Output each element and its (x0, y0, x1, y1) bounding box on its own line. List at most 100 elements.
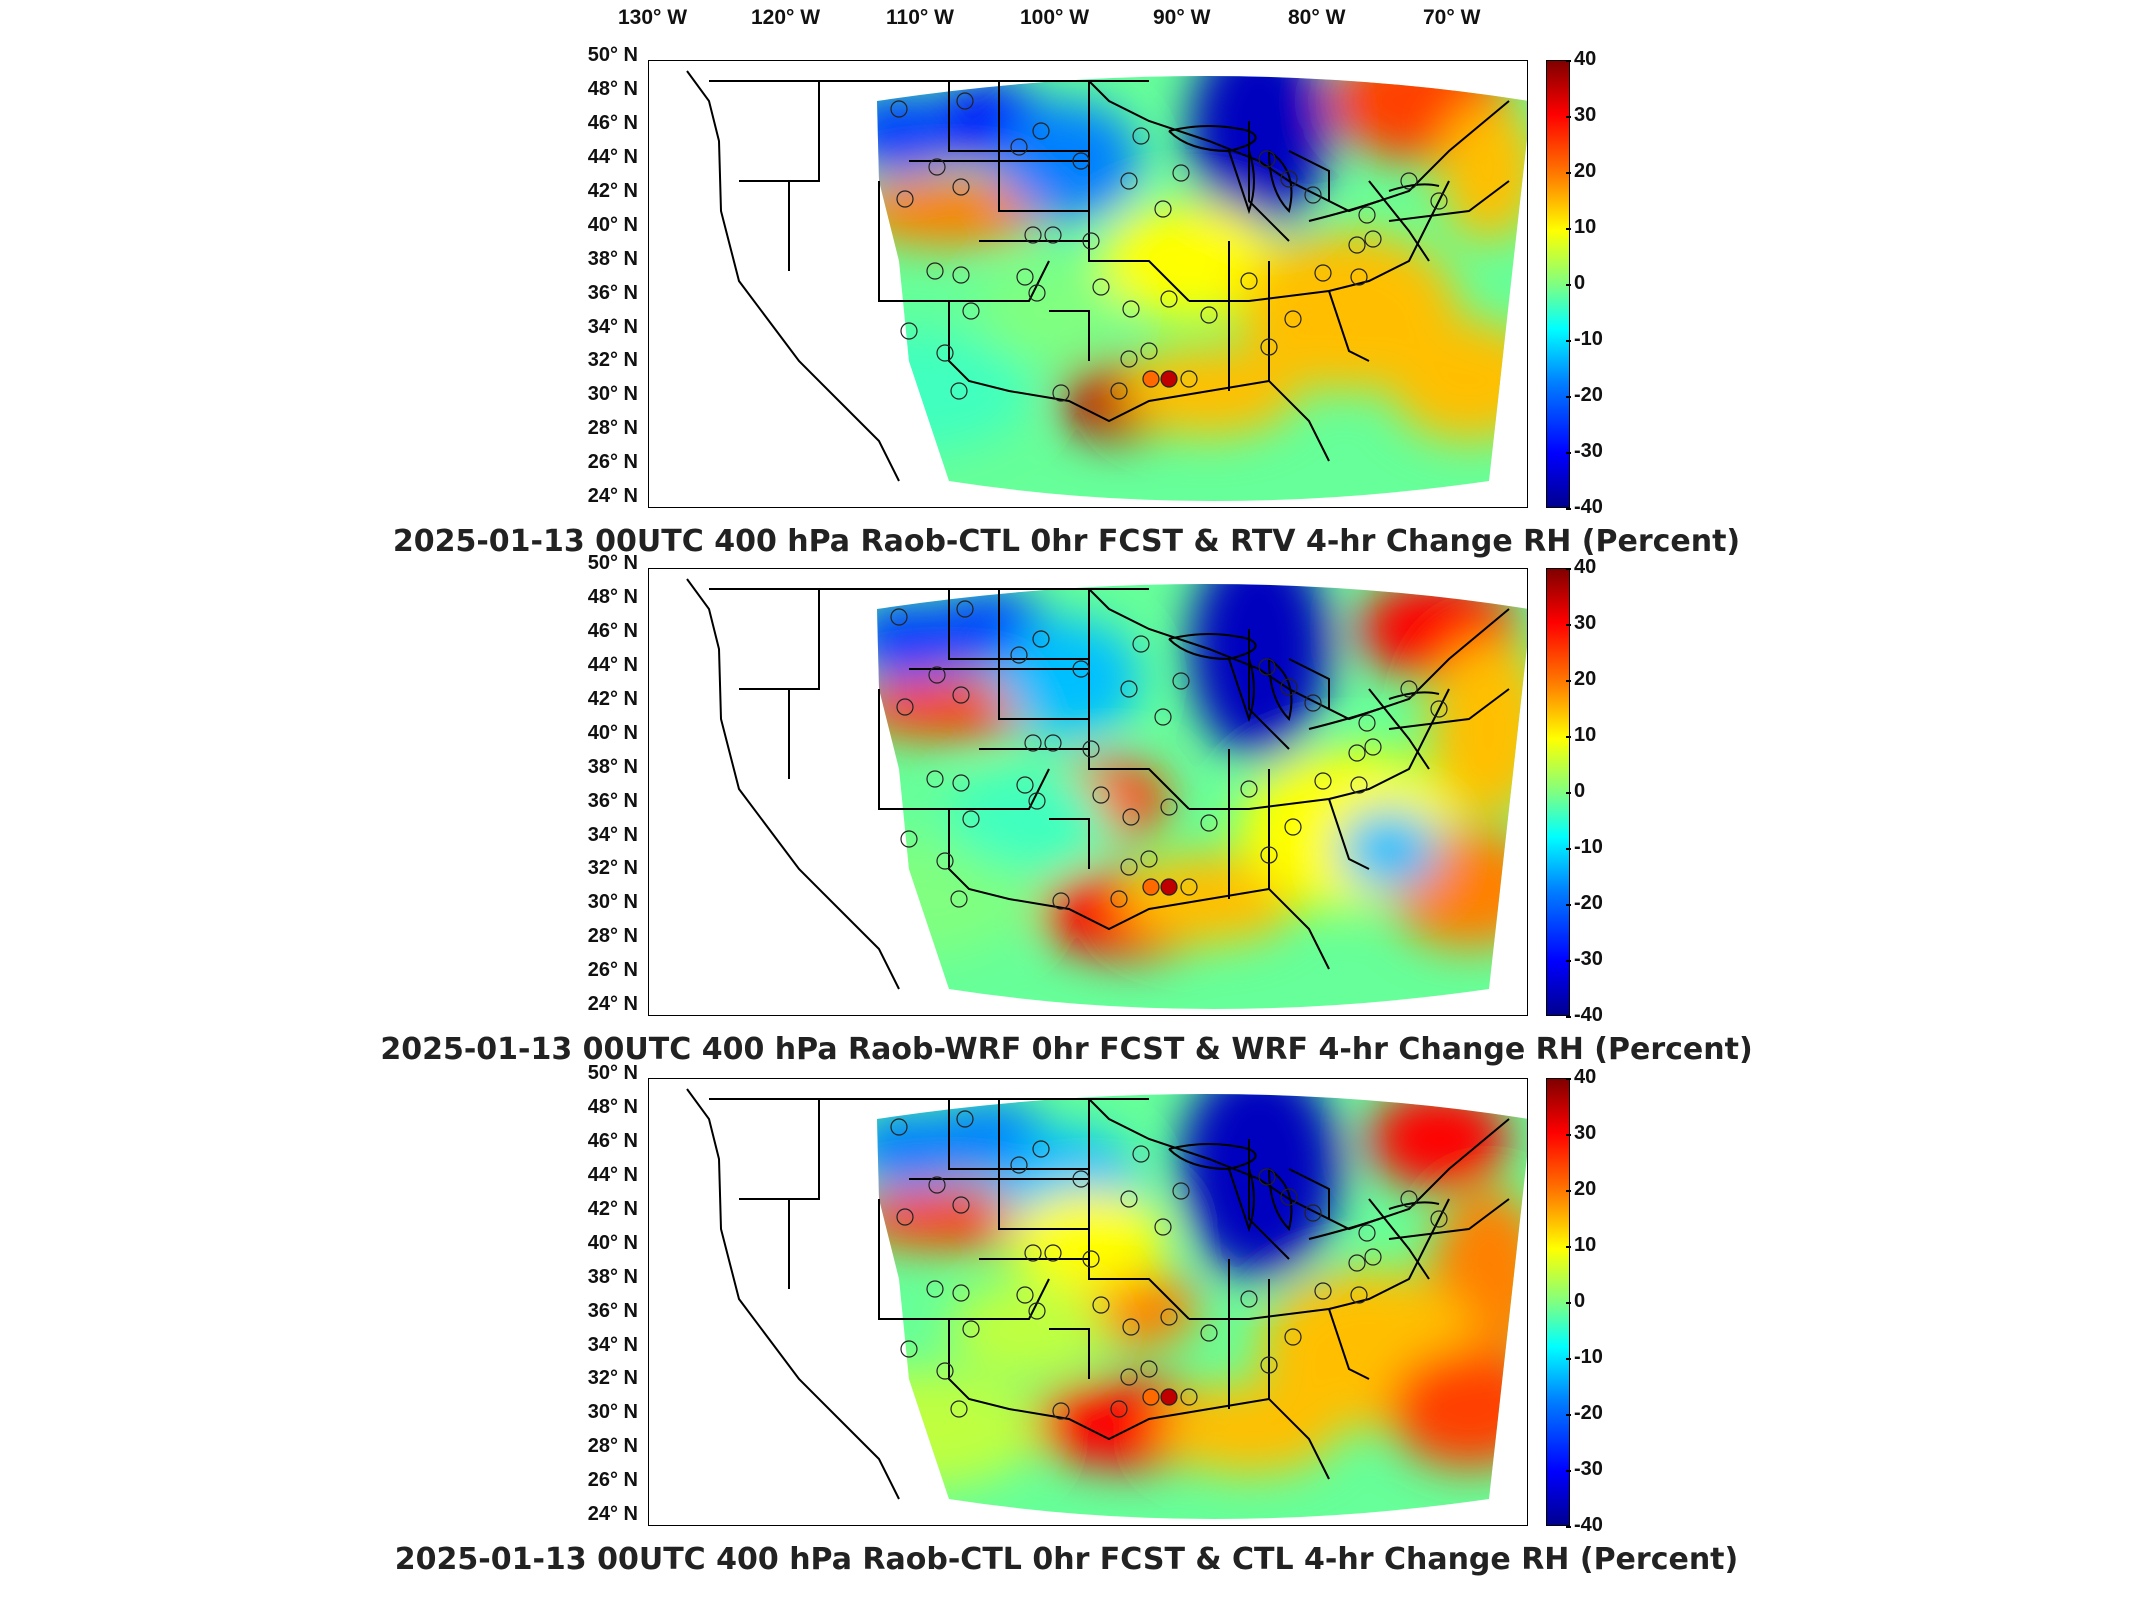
colorbar-tick-label: 40 (1574, 556, 1597, 578)
station-marker (1142, 1388, 1160, 1406)
colorbar-tick-label: 0 (1574, 272, 1586, 294)
latitude-label: 40° N (587, 721, 638, 744)
station-marker (1154, 1218, 1172, 1236)
station-marker (1110, 890, 1128, 908)
boundary-line (686, 1088, 900, 1500)
station-marker (1120, 1368, 1138, 1386)
latitude-label: 38° N (587, 755, 638, 778)
longitude-label: 110° W (886, 6, 954, 29)
station-marker (1350, 268, 1368, 286)
latitude-label: 24° N (587, 1503, 638, 1526)
latitude-label: 30° N (587, 1401, 638, 1424)
latitude-label: 48° N (587, 77, 638, 100)
latitude-label: 26° N (587, 1469, 638, 1492)
station-marker (1260, 1356, 1278, 1374)
boundary-line (998, 1099, 1089, 1230)
field-blob (1369, 1094, 1509, 1189)
station-marker (1110, 382, 1128, 400)
station-marker (1082, 1250, 1100, 1268)
colorbar-tick (1566, 1134, 1571, 1136)
latitude-label: 34° N (587, 1333, 638, 1356)
field-blob (1439, 101, 1527, 241)
colorbar-tick (1566, 1414, 1571, 1416)
boundary-line (1268, 261, 1330, 462)
boundary-line (1268, 1279, 1330, 1480)
station-marker (926, 1280, 944, 1298)
station-marker (1092, 1296, 1110, 1314)
colorbar-tick (1566, 848, 1571, 850)
latitude-label: 28° N (587, 1435, 638, 1458)
colorbar-tick-label: -40 (1574, 496, 1603, 518)
station-marker (1200, 1324, 1218, 1342)
station-marker (1430, 1210, 1448, 1228)
colorbar-tick (1566, 116, 1571, 118)
latitude-label: 26° N (587, 451, 638, 474)
station-marker (1120, 350, 1138, 368)
station-marker (1122, 300, 1140, 318)
colorbar-tick-label: 0 (1574, 780, 1586, 802)
boundary-line (1288, 1168, 1330, 1219)
latitude-label: 46° N (587, 111, 638, 134)
boundary-line (1088, 81, 1190, 302)
colorbar-tick-label: -30 (1574, 440, 1603, 462)
station-marker (1348, 744, 1366, 762)
station-marker (950, 382, 968, 400)
station-marker (936, 344, 954, 362)
station-marker (1364, 738, 1382, 756)
station-marker (952, 178, 970, 196)
longitude-label: 90° W (1153, 6, 1211, 29)
field-blob (877, 331, 1029, 451)
station-marker (1024, 226, 1042, 244)
boundary-line (739, 1099, 820, 1200)
boundary-line (1248, 121, 1290, 242)
station-marker (1032, 1140, 1050, 1158)
latitude-label: 46° N (587, 619, 638, 642)
station-marker (1132, 1145, 1150, 1163)
colorbar-tick-label: -30 (1574, 1458, 1603, 1480)
station-marker (1304, 694, 1322, 712)
colorbar-tick-label: 20 (1574, 668, 1597, 690)
station-marker (1364, 1248, 1382, 1266)
colorbar-tick (1566, 508, 1571, 510)
boundary-line (1368, 1198, 1430, 1280)
station-marker (1284, 818, 1302, 836)
lake-outline (1308, 1218, 1380, 1240)
longitude-label: 80° W (1288, 6, 1346, 29)
boundary-line (998, 81, 1089, 212)
colorbar-tick (1566, 1190, 1571, 1192)
boundary-line (948, 1099, 1089, 1170)
boundary-line (878, 689, 949, 810)
latitude-label: 40° N (587, 213, 638, 236)
latitude-label: 32° N (587, 1367, 638, 1390)
colorbar-tick (1566, 1470, 1571, 1472)
station-marker (962, 810, 980, 828)
station-marker (1140, 1360, 1158, 1378)
boundary-line (949, 768, 1050, 810)
boundary-line (1189, 180, 1450, 302)
colorbar-tick-label: 40 (1574, 1066, 1597, 1088)
station-marker (926, 770, 944, 788)
boundary-line (948, 301, 1270, 423)
field-blob (1189, 76, 1329, 231)
great-lakes (1168, 1143, 1440, 1240)
station-marker (1140, 850, 1158, 868)
station-marker (1082, 740, 1100, 758)
station-marker (1160, 798, 1178, 816)
boundary-line (1248, 629, 1290, 750)
station-marker (1016, 1286, 1034, 1304)
station-marker (950, 890, 968, 908)
latitude-label: 44° N (587, 653, 638, 676)
latitude-label: 44° N (587, 145, 638, 168)
station-marker (1120, 680, 1138, 698)
station-marker (1180, 878, 1198, 896)
colorbar-tick-label: -10 (1574, 328, 1603, 350)
station-marker (928, 666, 946, 684)
station-marker (1348, 1254, 1366, 1272)
longitude-label: 120° W (751, 6, 821, 29)
map-panel (648, 60, 1528, 508)
boundary-line (1388, 1198, 1510, 1240)
colorbar-tick (1566, 624, 1571, 626)
colorbar-tick (1566, 1246, 1571, 1248)
station-marker (1028, 284, 1046, 302)
station-marker (956, 1110, 974, 1128)
